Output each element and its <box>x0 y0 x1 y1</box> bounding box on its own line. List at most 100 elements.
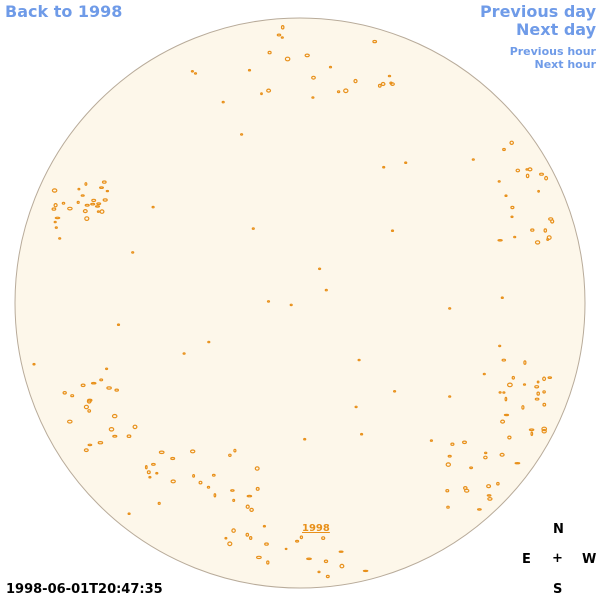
sunspot <box>146 470 151 475</box>
sunspot <box>447 454 452 458</box>
sunspot <box>389 81 393 85</box>
sunspot <box>393 389 397 393</box>
sunspot <box>328 65 333 69</box>
sunspot <box>530 228 535 232</box>
sunspot <box>362 569 369 573</box>
sunspot <box>90 202 96 206</box>
sunspot <box>317 570 321 574</box>
sunspot <box>51 188 58 193</box>
sunspot <box>477 508 482 511</box>
previous-day-link[interactable]: Previous day <box>479 2 596 21</box>
sunspot <box>233 448 237 453</box>
sunspot <box>542 376 547 382</box>
sunspot <box>84 216 90 222</box>
sunspot <box>498 344 502 348</box>
sunspot <box>504 396 508 402</box>
sunspot <box>54 216 61 220</box>
sunspot <box>445 489 450 493</box>
sunspot <box>90 381 97 385</box>
sunspot <box>51 207 57 211</box>
sunspot <box>207 340 211 344</box>
sunspot <box>501 358 507 362</box>
sunspot <box>497 239 503 242</box>
next-hour-link[interactable]: Next hour <box>534 58 597 71</box>
sunspot <box>247 68 252 72</box>
sunspot <box>546 238 550 242</box>
sunspot <box>534 385 540 389</box>
sunspot <box>503 413 510 417</box>
sunspot <box>502 147 506 152</box>
sunspot <box>193 72 198 75</box>
sunspot <box>541 426 548 432</box>
sunspot <box>76 200 80 204</box>
sunspot <box>99 209 105 214</box>
sunspot <box>246 494 253 498</box>
previous-hour-link[interactable]: Previous hour <box>509 45 596 58</box>
sunspot <box>509 140 515 145</box>
sunspot <box>303 437 307 441</box>
sunspot <box>343 88 349 94</box>
sunspot <box>105 189 110 193</box>
sunspot <box>528 428 535 432</box>
sunspot <box>267 50 272 55</box>
sunspot <box>32 362 36 366</box>
sunspot <box>484 451 488 455</box>
sunspot <box>324 288 328 292</box>
sunspot <box>116 323 121 326</box>
compass-center: + <box>552 551 563 566</box>
sunspot <box>94 205 101 208</box>
sunspot <box>321 536 326 540</box>
sunspot <box>112 434 118 438</box>
sunspot <box>77 187 81 191</box>
sunspot <box>276 33 282 37</box>
sunspot <box>102 198 108 202</box>
sunspot <box>262 524 266 528</box>
sunspot <box>523 360 527 365</box>
back-link[interactable]: Back to 1998 <box>5 2 123 21</box>
sunspot <box>62 390 67 395</box>
year-link[interactable]: 1998 <box>302 523 330 534</box>
next-day-link[interactable]: Next day <box>516 20 596 39</box>
timestamp: 1998-06-01T20:47:35 <box>6 582 163 597</box>
sunspot <box>380 81 386 87</box>
sunspot <box>192 474 196 478</box>
sunspot <box>462 440 468 445</box>
sunspot <box>98 186 104 190</box>
sunspot <box>67 419 73 424</box>
sunspot <box>111 413 118 419</box>
sunspot <box>97 441 104 445</box>
sunspot <box>542 402 547 407</box>
sunspot <box>280 36 284 39</box>
sunspot <box>158 450 165 455</box>
sunspot <box>280 24 285 30</box>
sunspot <box>104 367 109 371</box>
compass-east: E <box>522 552 531 567</box>
sunspot <box>80 194 85 197</box>
sunspot <box>299 535 304 540</box>
sunspot <box>221 100 225 104</box>
sunspot <box>357 358 361 362</box>
sunspot <box>525 168 529 171</box>
sunspot <box>249 507 254 512</box>
sunspot <box>538 172 544 176</box>
solar-disk <box>14 17 586 589</box>
sunspot <box>544 175 549 181</box>
sunspot <box>213 493 217 498</box>
sunspot <box>311 75 316 80</box>
sunspot <box>101 180 107 184</box>
sunspot <box>224 536 228 540</box>
sunspot <box>514 462 521 465</box>
sunspot <box>530 431 534 437</box>
sunspot <box>245 504 250 509</box>
sunspot <box>232 498 236 502</box>
sunspot <box>543 228 548 233</box>
sunspot <box>510 205 515 210</box>
sunspot <box>99 378 104 382</box>
sunspot <box>318 267 322 271</box>
sunspot <box>448 307 452 310</box>
sunspot <box>83 404 90 410</box>
sunspot <box>499 452 505 457</box>
sunspot <box>227 541 233 547</box>
sunspot <box>377 83 382 88</box>
